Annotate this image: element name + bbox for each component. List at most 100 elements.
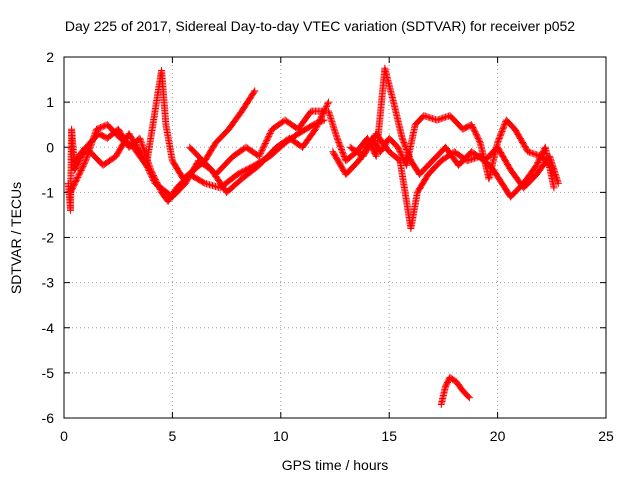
data-point [82,155,90,163]
data-point [260,142,268,150]
data-point [470,154,478,162]
data-point [136,134,144,142]
data-point [264,134,272,142]
data-point [91,130,99,138]
data-point [147,171,155,179]
x-tick-label: 20 [490,428,506,444]
data-point [424,113,432,121]
data-point [145,167,153,175]
data-point [89,136,97,144]
data-points [64,64,562,408]
data-point [83,152,91,160]
x-axis-label: GPS time / hours [281,457,389,473]
data-point [436,115,444,123]
data-point [150,177,158,184]
data-point [142,161,150,169]
data-point [137,137,145,145]
data-point [324,98,332,106]
data-point [256,151,264,159]
y-tick-label: 0 [46,139,54,155]
data-point [138,142,146,150]
x-tick-label: 5 [169,428,177,444]
data-point [315,118,323,126]
series-track-b [67,67,259,196]
data-point [143,162,151,170]
data-point [314,121,322,129]
data-point [146,168,154,176]
data-point [476,137,484,145]
data-point [314,120,322,127]
data-point [533,151,541,159]
y-tick-label: -4 [42,320,55,336]
data-point [316,117,324,125]
data-point [261,141,269,149]
data-point [423,113,431,121]
axes [63,56,607,419]
data-point [465,156,473,164]
data-point [87,142,95,150]
data-point [437,115,445,123]
data-point [261,139,269,147]
data-point [434,116,442,124]
data-point [530,150,538,158]
data-point [263,135,271,143]
y-tick-label: -1 [42,184,55,200]
data-point [144,165,152,173]
data-point [440,114,448,122]
data-point [141,158,149,166]
data-point [528,149,536,157]
data-point [317,114,325,122]
data-point [255,152,263,160]
data-point [429,115,437,123]
series-track-d [186,107,328,178]
data-point [88,139,96,147]
x-tick-label: 25 [598,428,614,444]
y-tick-label: 2 [46,49,54,65]
data-point [83,154,91,162]
data-point [81,158,89,166]
x-tick-label: 15 [381,428,397,444]
data-point [148,172,156,180]
data-point [257,148,265,156]
data-point [265,132,273,140]
data-point [524,148,532,156]
series-track-e [324,64,562,192]
data-point [312,124,320,132]
series-track-g [346,130,558,232]
series-track-f [329,112,558,183]
data-point [420,112,428,120]
data-point [259,144,267,152]
data-point [91,128,99,136]
y-tick-label: 1 [46,94,54,110]
data-point [316,115,324,123]
y-tick-label: -6 [42,410,55,426]
series-track-h [437,373,473,408]
y-tick-label: -5 [42,365,55,381]
data-point [433,116,441,124]
data-point [469,155,477,163]
data-point [324,100,332,108]
data-point [256,149,264,157]
data-point [267,128,275,136]
chart-title: Day 225 of 2017, Sidereal Day-to-day VTE… [64,18,576,34]
data-point [439,114,447,122]
data-point [463,157,471,165]
data-point [550,184,558,192]
data-point [527,149,535,157]
data-point [138,152,146,160]
data-point [266,129,274,137]
data-point [140,146,148,154]
x-tick-label: 0 [60,428,68,444]
data-point [468,155,476,163]
series-track-c [71,98,332,201]
data-point [148,174,156,182]
data-point [139,155,147,163]
y-tick-label: -2 [42,230,55,246]
data-point [322,102,330,110]
data-point [139,154,147,162]
data-point [259,145,267,153]
y-tick-label: -3 [42,275,55,291]
data-point [426,114,434,122]
data-point [464,393,472,401]
